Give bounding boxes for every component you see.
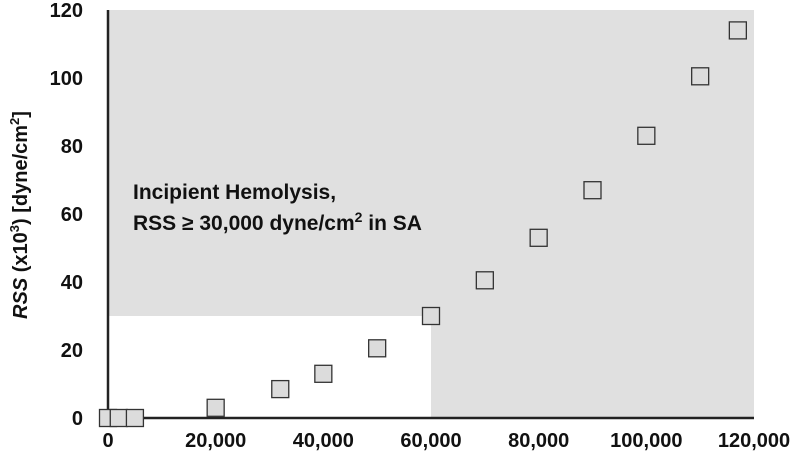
x-tick-label: 40,000	[293, 430, 354, 452]
y-tick-label: 40	[61, 272, 83, 294]
data-point	[421, 306, 441, 326]
y-axis-label-sup-1: 3	[7, 225, 22, 232]
x-tick-label: 100,000	[610, 430, 682, 452]
y-tick-label: 60	[61, 204, 83, 226]
x-tick-label: 0	[102, 430, 113, 452]
data-point	[271, 379, 290, 399]
data-point	[368, 339, 387, 358]
axes	[106, 10, 754, 420]
data-point	[691, 67, 710, 86]
data-point	[583, 181, 602, 200]
y-axis-label-part-1: (x10	[10, 232, 32, 278]
y-tick-label: 120	[50, 0, 83, 22]
x-tick-label: 80,000	[508, 430, 569, 452]
y-axis-label: RSS (x103) [dyne/cm2]	[7, 111, 32, 319]
annotation-line-2-sup: 2	[355, 209, 363, 225]
y-tick-label: 20	[61, 340, 83, 362]
y-axis-label-italic: RSS	[10, 277, 32, 319]
data-point	[637, 126, 656, 145]
annotation-line-2-end: in SA	[362, 212, 422, 235]
y-axis-label-sup-2: 2	[7, 118, 22, 125]
x-tick-label: 60,000	[400, 430, 461, 452]
shaded-region	[108, 10, 754, 418]
data-point	[314, 364, 333, 383]
data-point	[125, 408, 145, 428]
y-tick-labels: 0 20 40 60 80 100 120	[50, 0, 83, 430]
data-points	[98, 21, 747, 428]
hemolysis-region	[108, 10, 754, 418]
y-tick-label: 80	[61, 136, 83, 158]
data-point	[109, 408, 128, 428]
annotation-line-2: RSS ≥ 30,000 dyne/cm2 in SA	[133, 209, 422, 235]
data-point	[206, 398, 225, 417]
annotation-line-1: Incipient Hemolysis,	[133, 181, 336, 204]
y-axis-label-part-2: ) [dyne/cm	[10, 125, 32, 225]
y-tick-label: 100	[50, 68, 83, 90]
x-tick-label: 20,000	[185, 430, 246, 452]
x-tick-label: 120,000	[718, 430, 790, 452]
data-point	[728, 21, 747, 40]
y-axis-label-end: ]	[10, 111, 32, 118]
data-point	[529, 228, 548, 247]
x-tick-labels: 0 20,000 40,000 60,000 80,000 100,000 120,000	[102, 430, 790, 452]
annotation-line-2-main: RSS ≥ 30,000 dyne/cm	[133, 212, 355, 235]
y-tick-label: 0	[72, 408, 83, 430]
data-point	[475, 271, 494, 290]
